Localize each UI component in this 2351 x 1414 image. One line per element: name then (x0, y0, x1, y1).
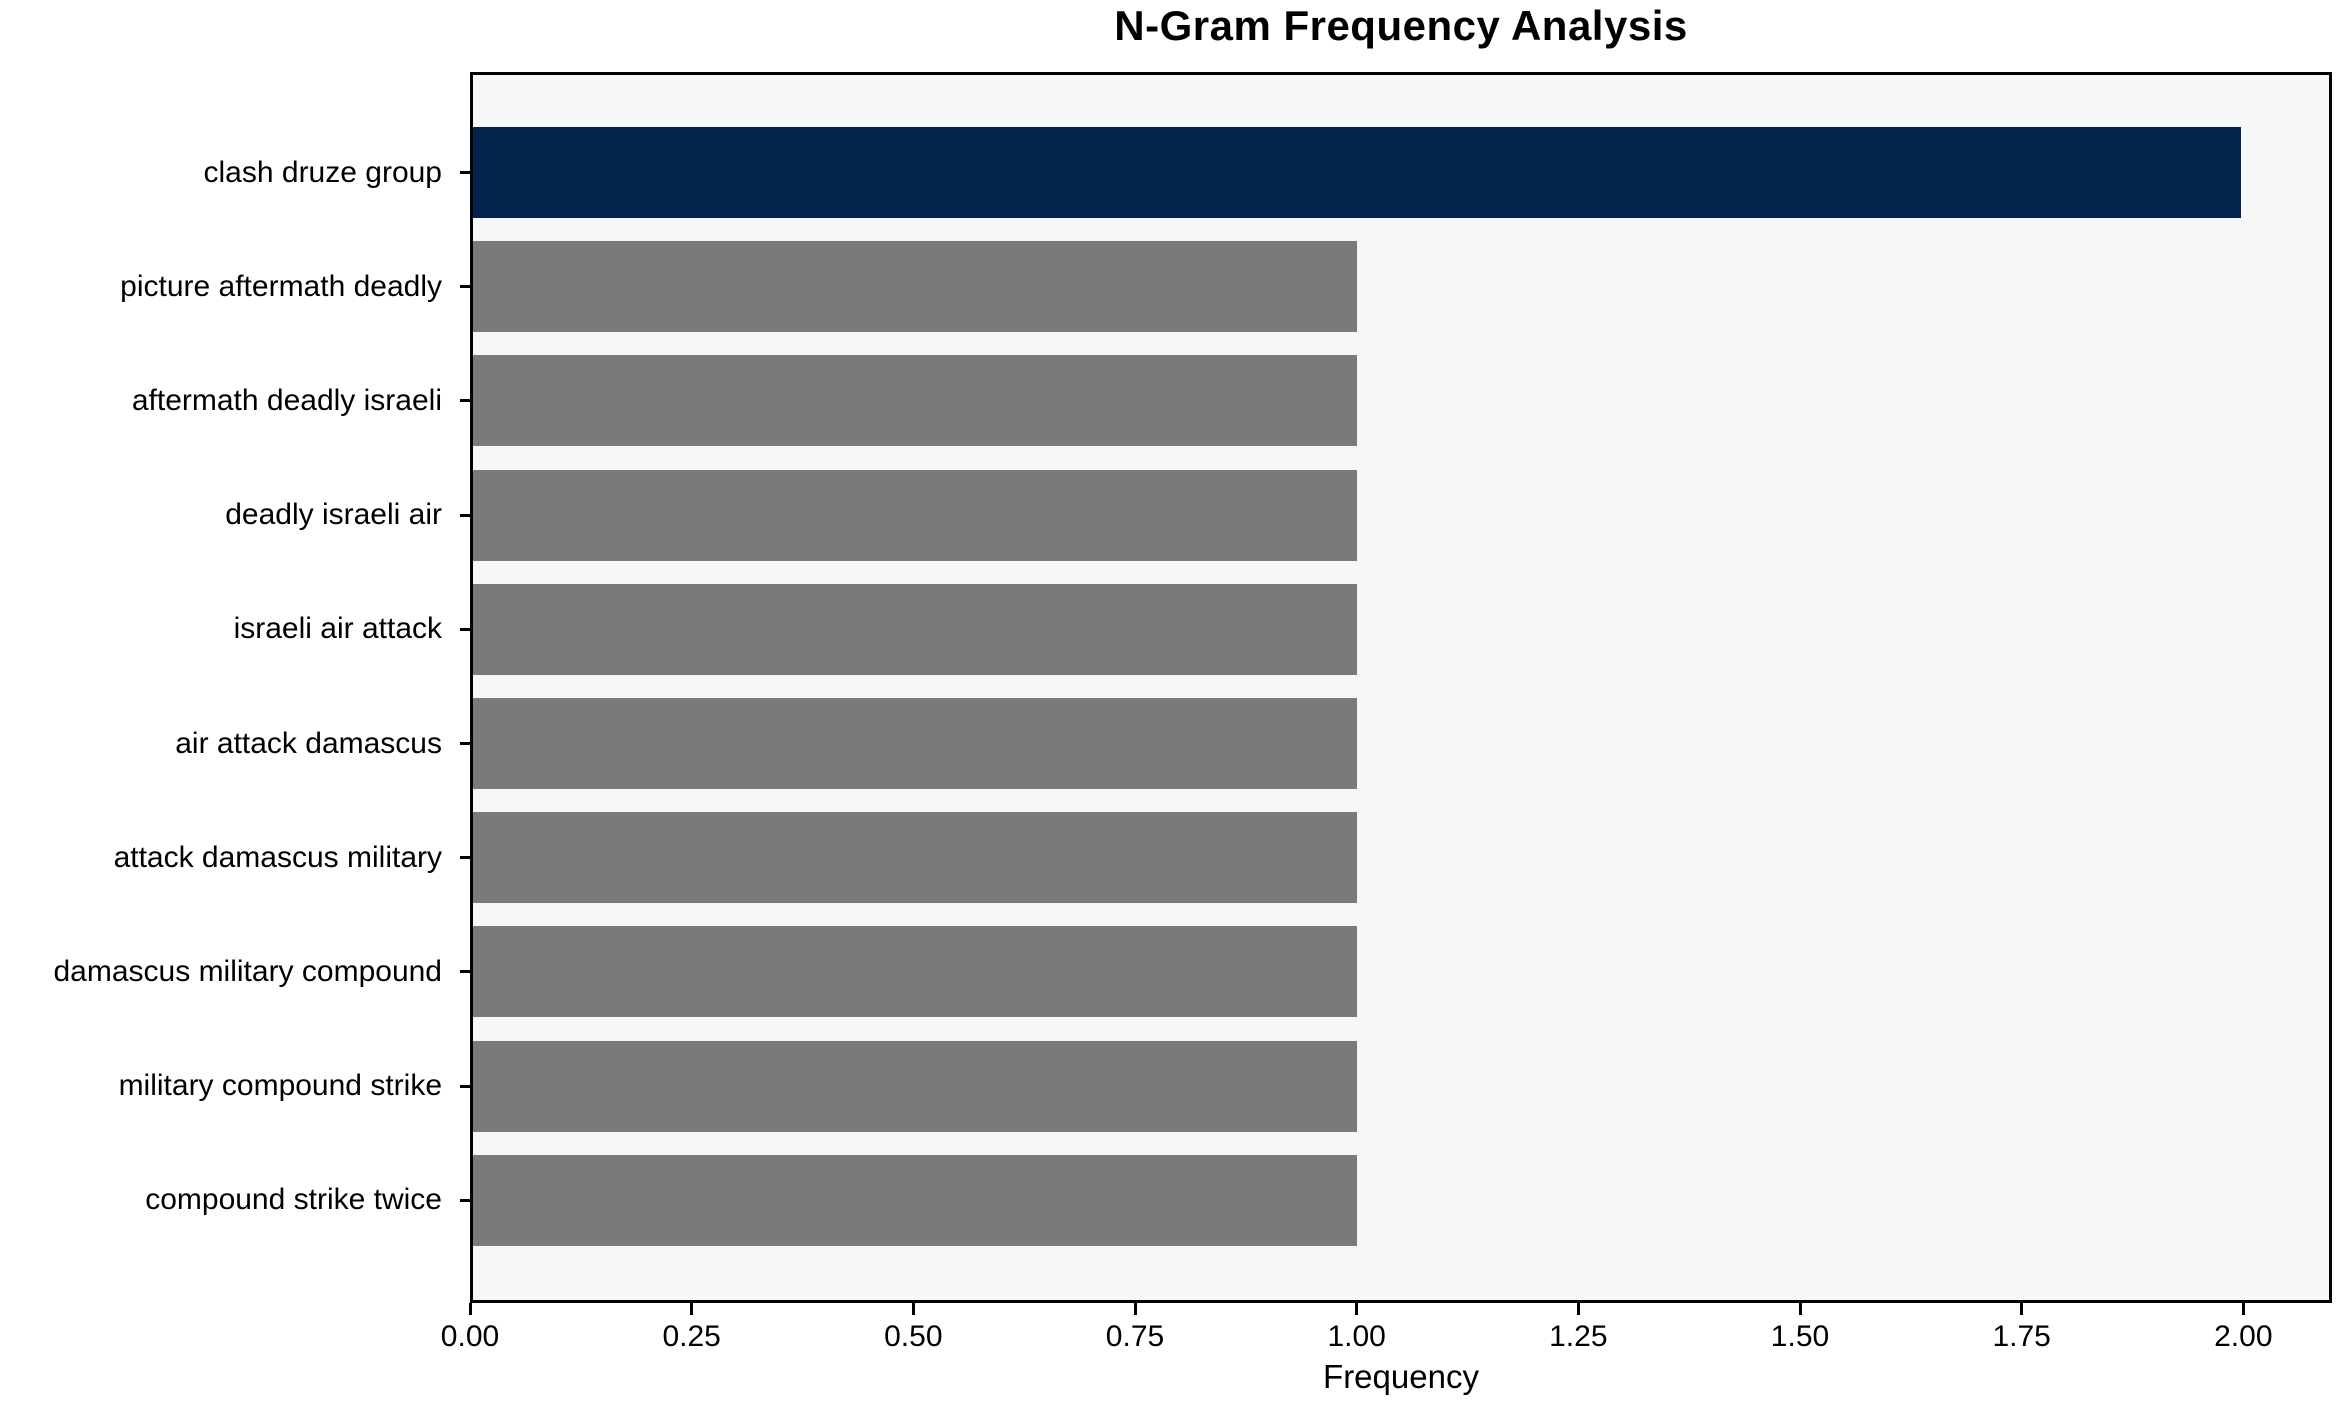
x-tick-label: 1.75 (1992, 1320, 2051, 1353)
x-tick-mark (468, 1303, 472, 1315)
x-tick-label: 0.25 (662, 1320, 721, 1353)
chart-title: N-Gram Frequency Analysis (1114, 2, 1688, 49)
y-tick-label: military compound strike (118, 1069, 442, 1103)
bar-attack-damascus-military (473, 812, 1357, 904)
x-tick-label: 1.25 (1549, 1320, 1608, 1353)
bar-damascus-military-compound (473, 926, 1357, 1018)
y-tick-mark (460, 1198, 470, 1202)
y-tick-label: attack damascus military (113, 840, 442, 874)
x-tick-label: 2.00 (2214, 1320, 2273, 1353)
x-tick-mark (1355, 1303, 1359, 1315)
y-tick-mark (460, 399, 470, 403)
y-tick-mark (460, 970, 470, 974)
y-tick-label: israeli air attack (233, 612, 442, 646)
y-tick-mark (460, 513, 470, 517)
x-tick-mark (2241, 1303, 2245, 1315)
x-tick-label: 0.75 (1105, 1320, 1165, 1353)
y-tick-label: aftermath deadly israeli (131, 383, 442, 417)
x-tick-mark (690, 1303, 694, 1315)
x-tick-label: 1.00 (1327, 1320, 1386, 1353)
plot-area (470, 72, 2332, 1303)
x-tick-label: 1.50 (1770, 1320, 1830, 1353)
y-tick-label: picture aftermath deadly (120, 269, 442, 303)
bar-deadly-israeli-air (473, 469, 1357, 561)
bar-clash-druze-group (473, 127, 2241, 218)
y-tick-mark (460, 627, 470, 631)
bar-air-attack-damascus (473, 698, 1357, 789)
bar-picture-aftermath-deadly (473, 241, 1357, 333)
x-axis-label: Frequency (1323, 1358, 1479, 1395)
y-tick-mark (460, 856, 470, 860)
x-tick-mark (1576, 1303, 1580, 1315)
x-tick-label: 0.00 (440, 1320, 500, 1353)
y-tick-label: compound strike twice (145, 1183, 442, 1217)
y-tick-mark (460, 742, 470, 745)
y-tick-label: clash druze group (203, 155, 442, 189)
x-tick-mark (2020, 1303, 2024, 1315)
y-tick-mark (460, 285, 470, 289)
x-tick-mark (911, 1303, 915, 1315)
bar-military-compound-strike (473, 1040, 1357, 1132)
bar-compound-strike-twice (473, 1154, 1357, 1246)
x-tick-mark (1798, 1303, 1802, 1315)
y-tick-label: deadly israeli air (225, 498, 442, 532)
bar-aftermath-deadly-israeli (473, 355, 1357, 447)
x-tick-label: 0.50 (884, 1320, 943, 1353)
y-tick-mark (460, 171, 470, 174)
y-tick-label: air attack damascus (175, 726, 442, 760)
x-tick-mark (1133, 1303, 1137, 1315)
bar-israeli-air-attack (473, 583, 1357, 675)
y-tick-mark (460, 1084, 470, 1088)
y-tick-label: damascus military compound (53, 954, 443, 988)
